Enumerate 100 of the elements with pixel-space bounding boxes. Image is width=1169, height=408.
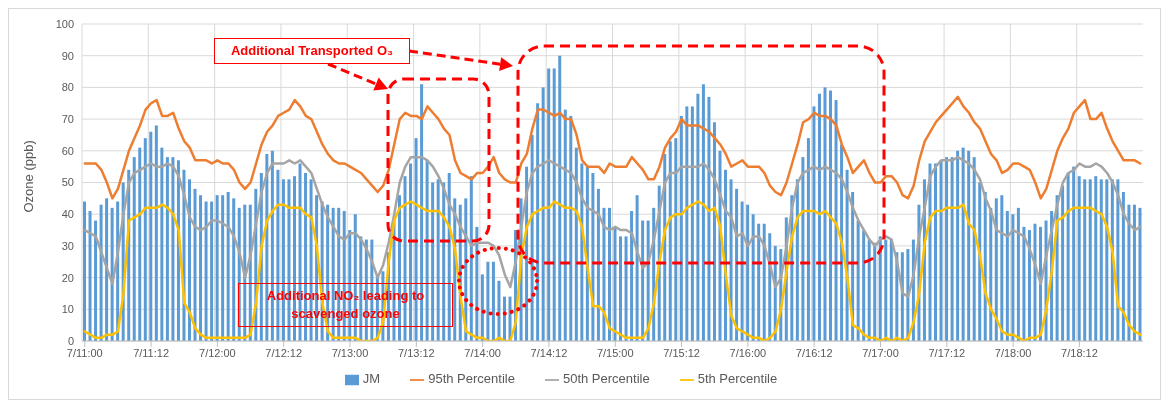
bar xyxy=(154,125,158,341)
bar xyxy=(746,204,750,341)
bar xyxy=(690,106,694,341)
x-tick-label: 7/15:12 xyxy=(663,346,700,359)
bar xyxy=(1005,211,1009,341)
y-tick-label: 60 xyxy=(61,144,74,157)
bar xyxy=(624,236,628,341)
bar xyxy=(619,236,623,341)
bar xyxy=(541,87,545,341)
bar xyxy=(1121,192,1125,341)
bar xyxy=(1066,172,1070,341)
bar xyxy=(817,93,821,341)
x-tick-label: 7/17:12 xyxy=(928,346,966,359)
legend-label: 5th Percentile xyxy=(697,371,778,386)
bar xyxy=(607,207,611,341)
bar xyxy=(547,68,551,341)
y-tick-label: 80 xyxy=(61,81,74,94)
y-tick-label: 100 xyxy=(55,17,74,30)
bar xyxy=(994,198,998,341)
bar xyxy=(1094,176,1098,341)
bar xyxy=(1127,204,1131,341)
bar xyxy=(88,211,92,341)
bar xyxy=(221,195,225,341)
bar xyxy=(1083,179,1087,341)
bar xyxy=(436,179,440,341)
bar xyxy=(480,274,484,341)
bar xyxy=(806,138,810,341)
x-tick-label: 7/15:00 xyxy=(596,346,634,359)
x-tick-label: 7/18:00 xyxy=(994,346,1032,359)
y-tick-label: 90 xyxy=(61,49,74,62)
bar xyxy=(1033,223,1037,341)
y-tick-label: 40 xyxy=(61,208,74,221)
bar xyxy=(193,188,197,341)
bar xyxy=(1016,207,1020,341)
bar xyxy=(165,157,169,341)
bar xyxy=(425,160,429,341)
bar xyxy=(679,115,683,341)
bar xyxy=(558,55,562,341)
bar xyxy=(1027,230,1031,341)
bar xyxy=(641,220,645,341)
bar xyxy=(99,204,103,341)
bar xyxy=(1099,179,1103,341)
bar xyxy=(226,192,230,341)
bar xyxy=(1105,179,1109,341)
bar xyxy=(1000,195,1004,341)
y-axis-title: Ozone (ppb) xyxy=(20,140,36,213)
bar xyxy=(961,147,965,341)
bar xyxy=(701,84,705,341)
bar xyxy=(735,188,739,341)
bar xyxy=(834,100,838,341)
y-tick-label: 50 xyxy=(61,176,74,189)
bar xyxy=(829,90,833,341)
x-tick-label: 7/18:12 xyxy=(1061,346,1098,359)
bar xyxy=(878,236,882,341)
bar xyxy=(795,179,799,341)
bar xyxy=(149,131,153,341)
bar xyxy=(1138,207,1142,341)
x-tick-label: 7/17:00 xyxy=(862,346,899,359)
bar xyxy=(215,195,219,341)
x-tick-label: 7/11:00 xyxy=(66,346,103,359)
bar xyxy=(696,93,700,341)
bar xyxy=(602,207,606,341)
bar xyxy=(160,147,164,341)
bar xyxy=(1072,166,1076,341)
bar xyxy=(1088,179,1092,341)
bar xyxy=(801,157,805,341)
bar xyxy=(674,138,678,341)
x-tick-label: 7/13:12 xyxy=(397,346,435,359)
bar xyxy=(143,138,147,341)
annotation: Additional Transported O₃ xyxy=(214,38,410,64)
bar xyxy=(1011,214,1015,341)
x-tick-label: 7/12:12 xyxy=(265,346,303,359)
x-tick-label: 7/14:12 xyxy=(530,346,568,359)
bar xyxy=(967,150,971,341)
bar xyxy=(740,201,744,341)
bar xyxy=(204,201,208,341)
bar xyxy=(939,160,943,341)
x-tick-label: 7/11:12 xyxy=(133,346,170,359)
bar xyxy=(105,198,109,341)
y-tick-label: 20 xyxy=(61,271,74,284)
bar xyxy=(972,157,976,341)
bar xyxy=(934,163,938,341)
bar xyxy=(187,179,191,341)
bar xyxy=(569,115,573,341)
bar xyxy=(359,236,363,341)
bar xyxy=(491,261,495,341)
bar xyxy=(950,157,954,341)
bar xyxy=(110,207,114,341)
bar xyxy=(635,195,639,341)
y-tick-label: 10 xyxy=(61,303,74,316)
x-tick-label: 7/16:12 xyxy=(795,346,833,359)
bar xyxy=(630,211,634,341)
bar xyxy=(1077,176,1081,341)
bar xyxy=(685,106,689,341)
bar xyxy=(552,68,556,341)
bar xyxy=(486,261,490,341)
bar xyxy=(762,223,766,341)
bar xyxy=(138,147,142,341)
bar xyxy=(867,239,871,341)
bar xyxy=(94,220,98,341)
